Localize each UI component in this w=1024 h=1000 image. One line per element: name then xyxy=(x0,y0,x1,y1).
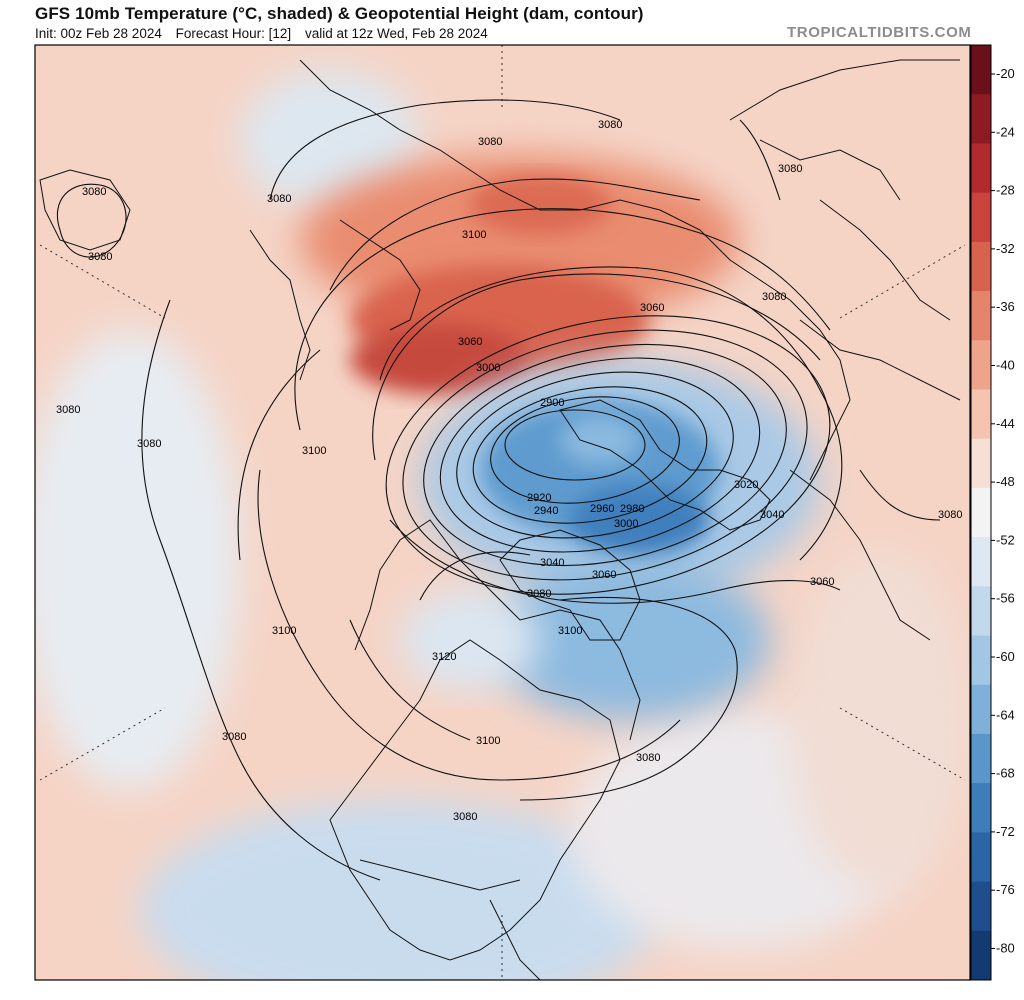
contour-label: 3080 xyxy=(88,251,112,263)
contour-label: 3080 xyxy=(598,119,622,131)
map-frame xyxy=(34,44,971,981)
colorbar-segment xyxy=(971,684,991,735)
contour-label: 3080 xyxy=(938,509,962,521)
contour-label: 3100 xyxy=(558,625,582,637)
colorbar-tick-label: -60 xyxy=(996,649,1015,664)
coastlines xyxy=(39,59,961,980)
colorbar-segment xyxy=(971,94,991,144)
colorbar-segment xyxy=(971,487,991,538)
contour-label: 3100 xyxy=(476,735,500,747)
colorbar-segment xyxy=(971,291,991,341)
colorbar-tick-label: -68 xyxy=(996,766,1015,781)
contour-label: 3000 xyxy=(476,362,500,374)
contour-label: 3080 xyxy=(222,731,246,743)
contour-label: 3080 xyxy=(527,588,551,600)
colorbar: -20 -24 -28 -32 -36 -40 -44 -48 -52 -56 -60 -64 -68 -… xyxy=(970,44,1015,981)
contour-label: 3080 xyxy=(636,752,660,764)
contour-label: 2920 xyxy=(527,492,551,504)
colorbar-segment xyxy=(971,635,991,686)
contour-label: 3060 xyxy=(810,576,834,588)
map-title: GFS 10mb Temperature (°C, shaded) & Geop… xyxy=(35,4,644,23)
contour-label: 3040 xyxy=(760,509,784,521)
contour-label: 3100 xyxy=(302,445,326,457)
contour-label: 3080 xyxy=(82,186,106,198)
contour-label: 3020 xyxy=(734,479,758,491)
colorbar-tick-label: -40 xyxy=(996,358,1015,373)
colorbar-tick-label: -76 xyxy=(996,882,1015,897)
colorbar-segment xyxy=(971,537,991,587)
contour-label: 3080 xyxy=(267,193,291,205)
contour-label-group: 3080 3080 3080 3080 3080 3080 3100 3060 3000 3060… xyxy=(56,119,962,823)
contour-label: 3100 xyxy=(462,229,486,241)
graticule xyxy=(39,45,966,980)
colorbar-segment xyxy=(971,143,991,194)
contour-label: 3040 xyxy=(540,557,564,569)
colorbar-segment xyxy=(971,783,991,833)
contour-label: 2980 xyxy=(620,503,644,515)
height-contours xyxy=(56,99,941,881)
contour-label: 3080 xyxy=(478,136,502,148)
colorbar-tick-label: -80 xyxy=(996,941,1015,956)
colorbar-tick-label: -32 xyxy=(996,241,1015,256)
colorbar-segment xyxy=(971,930,991,981)
colorbar-tick-label: -36 xyxy=(996,299,1015,314)
colorbar-frame xyxy=(970,44,992,981)
colorbar-tick-label: -56 xyxy=(996,591,1015,606)
contour-label: 3080 xyxy=(56,404,80,416)
contour-label: 2960 xyxy=(590,503,614,515)
valid-time: valid at 12z Wed, Feb 28 2024 xyxy=(304,26,488,41)
colorbar-segment xyxy=(971,733,991,784)
colorbar-segment xyxy=(971,586,991,637)
contour-label: 2940 xyxy=(534,505,558,517)
colorbar-tick-label: -44 xyxy=(996,416,1015,431)
contour-label: 2900 xyxy=(540,397,564,409)
colorbar-tick-label: -48 xyxy=(996,474,1015,489)
forecast-hour: Forecast Hour: [12] xyxy=(175,26,292,41)
colorbar-segment xyxy=(971,45,991,95)
contour-label: 3000 xyxy=(614,518,638,530)
contour-label: 3120 xyxy=(432,651,456,663)
colorbar-segment xyxy=(971,241,991,292)
colorbar-segment xyxy=(971,881,991,932)
colorbar-segment xyxy=(971,192,991,243)
contour-label: 3060 xyxy=(640,302,664,314)
colorbar-segment xyxy=(971,438,991,489)
colorbar-segment xyxy=(971,389,991,440)
colorbar-tick-label: -24 xyxy=(996,124,1015,139)
colorbar-segment xyxy=(971,832,991,883)
colorbar-tick-label: -72 xyxy=(996,824,1015,839)
colorbar-tick-label: -64 xyxy=(996,707,1015,722)
contour-label: 3080 xyxy=(453,811,477,823)
colorbar-segment xyxy=(971,340,991,390)
colorbar-tick-label: -20 xyxy=(996,66,1015,81)
colorbar-tick-label: -52 xyxy=(996,532,1015,547)
contour-label: 3080 xyxy=(778,163,802,175)
contour-label: 3060 xyxy=(592,569,616,581)
contour-label: 3100 xyxy=(272,625,296,637)
contour-label: 3080 xyxy=(762,291,786,303)
map-subtitle: Init: 00z Feb 28 2024 Forecast Hour: [12… xyxy=(35,26,498,41)
init-time: Init: 00z Feb 28 2024 xyxy=(35,26,162,41)
temperature-shading xyxy=(35,45,970,980)
contour-label: 3080 xyxy=(137,438,161,450)
brand-watermark: TROPICALTIDBITS.COM xyxy=(787,24,972,41)
colorbar-tick-label: -28 xyxy=(996,183,1015,198)
contour-label: 3060 xyxy=(458,336,482,348)
